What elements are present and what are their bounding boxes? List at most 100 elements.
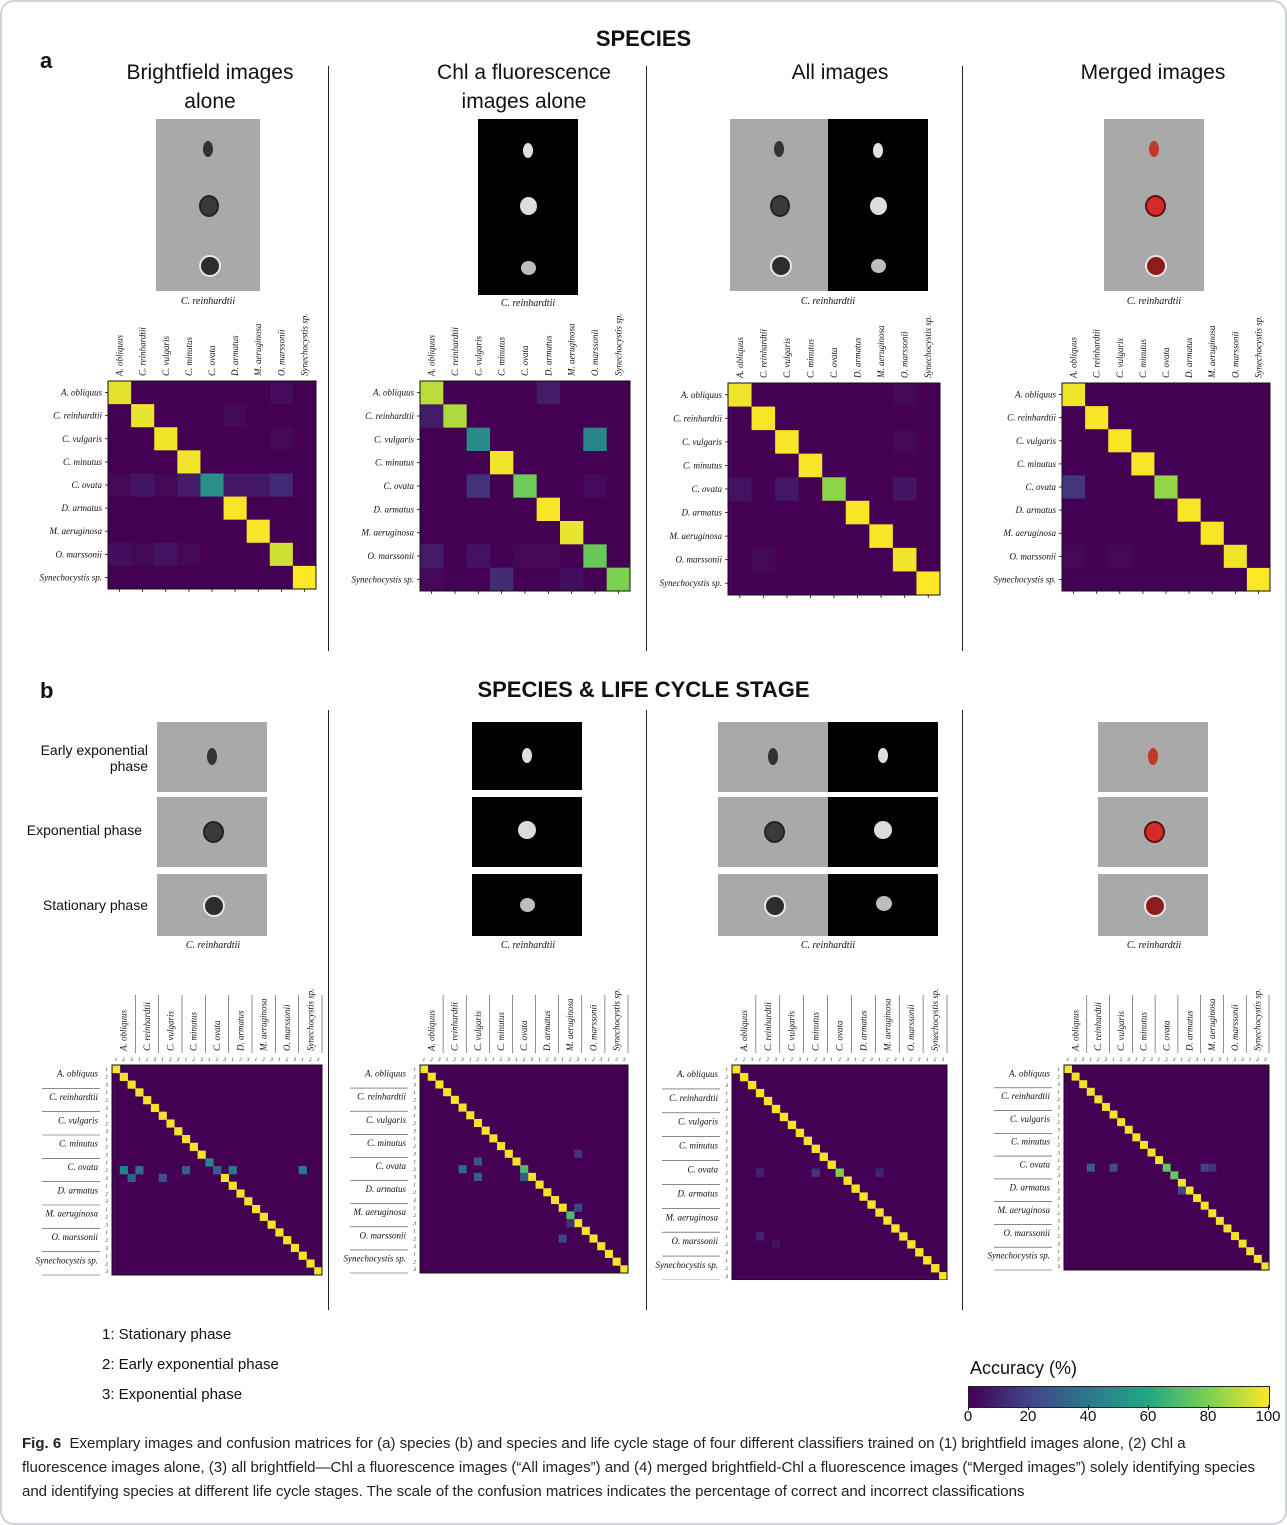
column-stage-number: 3 [506,1057,510,1063]
row-stage-number: 1 [105,1137,108,1143]
colorbar-tick [1208,1405,1209,1410]
matrix-cell [200,542,225,567]
panel-a-letter: a [40,48,53,73]
matrix-cell [177,565,201,590]
matrix-cell [200,404,225,428]
matrix-cell [536,451,561,475]
diagonal-cell [597,1242,606,1251]
matrix-cell [845,383,870,408]
column-label: O. marssonii [588,1004,598,1051]
column-stage-number: 3 [1172,1057,1176,1063]
matrix-cell [606,567,631,592]
row-stage-number: 2 [725,1171,728,1177]
matrix-cell [775,500,800,525]
off-diagonal-cell [520,1172,529,1181]
off-diagonal-cell [755,1232,765,1241]
diagonal-cell [1079,1080,1088,1089]
matrix-cell [1062,383,1086,407]
matrix-cell [269,542,294,567]
row-stage-number: 1 [725,1091,728,1097]
matrix-cell [892,477,917,502]
row-label: C. minutus [367,1138,407,1148]
column-stage-number: 2 [216,1057,219,1063]
row-label: C. vulgaris [366,1115,407,1125]
matrix-cell [869,524,894,549]
matrix-cell [466,427,491,452]
off-diagonal-cell [158,1173,167,1183]
off-diagonal-cell [1109,1163,1118,1172]
column-stage-number: 2 [766,1057,769,1063]
matrix-cell [1177,429,1202,453]
column-label: M. aeruginosa [1207,325,1217,379]
row-label: Synechocystis sp. [344,1253,406,1263]
diagonal-cell [504,1149,513,1158]
matrix-cell [269,427,294,451]
column-stage-number: 2 [169,1057,172,1063]
row-stage-number: 2 [105,1168,108,1174]
row-stage-number: 1 [105,1254,108,1260]
row-label: A. obliquus [1014,390,1056,400]
off-diagonal-cell [1086,1163,1095,1172]
matrix-cell [420,544,444,569]
diagonal-cell [119,1072,128,1081]
row-stage-number: 1 [1057,1090,1060,1096]
matrix-cell [916,453,941,478]
column-stage-number: 2 [1074,1057,1077,1063]
column-label: A. obliquus [427,1010,437,1052]
diagonal-cell [298,1251,307,1260]
matrix-cell [1177,383,1202,407]
matrix-cell [292,496,317,521]
column-stage-number: 2 [146,1057,149,1063]
matrix-cell [892,406,917,431]
matrix-cell [1154,452,1179,476]
row-stage-number: 2 [1057,1097,1060,1103]
matrix-cell [1200,567,1225,592]
matrix-cell [1085,567,1109,592]
matrix-cell [223,450,248,474]
matrix-cell [536,404,561,429]
off-diagonal-cell [771,1240,781,1249]
matrix-cell [1154,567,1179,592]
diagonal-cell [851,1184,860,1193]
brightfield-exponential-image [157,797,267,867]
matrix-cell [892,547,917,572]
row-stage-number: 1 [1057,1249,1060,1255]
row-label: C. ovata [688,1165,719,1175]
row-stage-number: 2 [413,1259,416,1265]
column-stage-number: 1 [115,1057,118,1063]
matrix-cell [131,565,155,590]
matrix-cell [223,427,248,451]
matrix-cell [131,450,155,474]
column-label: C. reinhardtii [763,1002,773,1051]
column-label: D. armatus [235,1010,245,1052]
column-label: C. minutus [1138,338,1148,378]
column-label: C. reinhardtii [138,327,148,376]
column-label: M. aeruginosa [1207,998,1217,1052]
row-stage-number: 1 [1057,1112,1060,1118]
column-stage-number: 2 [592,1057,595,1063]
row-stage-number: 1 [413,1229,416,1235]
column-stage-number: 3 [129,1057,133,1063]
matrix-cell [775,453,800,478]
matrix-cell [223,496,248,521]
diagonal-cell [1200,1201,1209,1210]
diagonal-cell [843,1176,852,1185]
row-stage-number: 1 [105,1067,108,1073]
row-label: C. vulgaris [678,1117,719,1127]
matrix-cell [443,451,468,475]
column-stage-number: 3 [773,1057,777,1063]
matrix-cell [1246,475,1271,500]
matrix-cell [728,547,753,572]
diagonal-cell [267,1220,276,1229]
matrix-cell [1246,567,1271,592]
row-stage-number: 1 [1057,1158,1060,1164]
diagonal-cell [1155,1156,1164,1165]
matrix-cell [916,500,941,525]
row-stage-number: 1 [105,1160,108,1166]
matrix-cell [606,474,631,499]
column-label: Synechocystis sp. [1253,989,1263,1051]
off-diagonal-cell [574,1203,583,1212]
matrix-cell [869,383,894,408]
image-caption: C. reinhardtii [1126,940,1182,951]
column-stage-number: 2 [886,1057,889,1063]
